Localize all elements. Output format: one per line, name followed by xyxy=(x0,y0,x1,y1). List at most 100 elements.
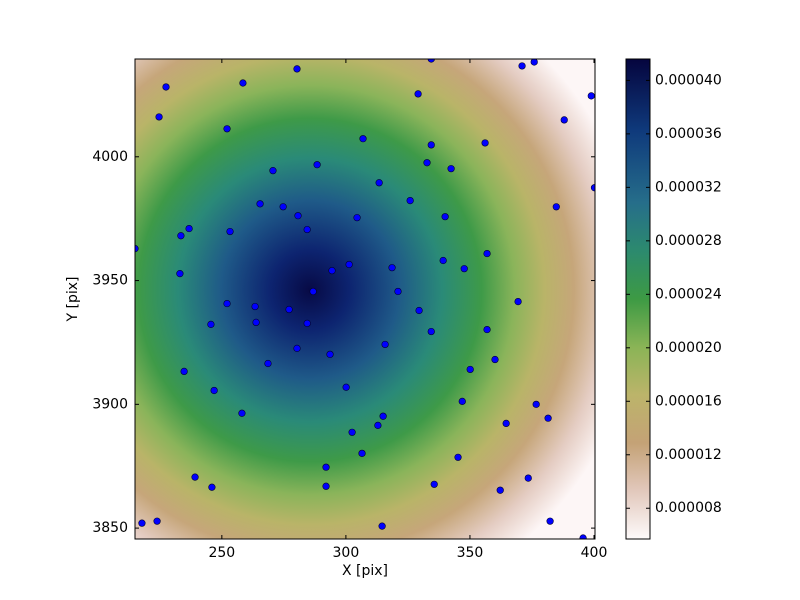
point xyxy=(226,227,234,236)
colorbar xyxy=(625,58,651,540)
point xyxy=(239,79,247,87)
y-tick-label: 4000 xyxy=(92,149,128,165)
point xyxy=(223,125,231,133)
colorbar-tick-label: 0.000016 xyxy=(655,393,722,409)
colorbar-tick-label: 0.000020 xyxy=(655,340,722,356)
point xyxy=(579,534,587,539)
point xyxy=(388,264,396,272)
y-axis-label: Y [pix] xyxy=(65,277,81,323)
x-tick-label: 300 xyxy=(333,545,360,561)
point xyxy=(348,428,356,436)
point xyxy=(374,421,382,429)
point xyxy=(353,214,361,222)
point xyxy=(381,340,389,349)
point xyxy=(345,260,353,269)
point xyxy=(483,249,491,258)
point xyxy=(379,412,387,420)
point xyxy=(326,350,334,358)
point xyxy=(191,473,199,481)
point xyxy=(328,267,336,275)
point xyxy=(293,344,301,352)
point xyxy=(359,135,367,143)
y-tick-label: 3850 xyxy=(92,520,128,536)
point xyxy=(322,463,330,471)
point xyxy=(532,400,540,408)
point xyxy=(458,397,466,405)
point xyxy=(162,83,170,91)
point xyxy=(153,517,161,525)
point xyxy=(496,486,504,494)
point xyxy=(269,167,277,175)
point xyxy=(303,319,311,327)
point xyxy=(135,245,139,253)
point xyxy=(587,92,595,100)
point xyxy=(415,306,423,315)
y-tick-label: 3950 xyxy=(92,273,128,289)
point xyxy=(256,200,264,208)
point xyxy=(460,265,468,273)
y-tick-label: 3900 xyxy=(92,396,128,412)
point xyxy=(502,419,510,427)
point xyxy=(483,325,491,334)
x-tick-label: 350 xyxy=(457,545,484,561)
point xyxy=(155,113,163,121)
point xyxy=(414,90,422,98)
point xyxy=(303,225,311,234)
point xyxy=(294,212,302,220)
point xyxy=(358,449,366,457)
point xyxy=(552,203,560,211)
point xyxy=(454,453,462,461)
point xyxy=(210,386,218,395)
heatmap xyxy=(135,59,595,539)
point xyxy=(439,256,447,265)
point xyxy=(264,359,272,368)
point xyxy=(406,196,414,205)
point xyxy=(208,483,216,491)
point xyxy=(252,318,260,326)
point xyxy=(394,287,402,296)
point xyxy=(447,165,455,173)
point xyxy=(466,365,474,374)
x-tick-label: 400 xyxy=(581,545,608,561)
colorbar-tick-label: 0.000036 xyxy=(655,126,722,142)
point xyxy=(313,161,321,169)
point xyxy=(322,482,330,490)
point xyxy=(481,139,489,147)
point xyxy=(546,517,554,525)
point xyxy=(342,383,350,391)
point xyxy=(430,480,438,488)
point xyxy=(441,213,449,221)
point xyxy=(524,474,532,482)
point xyxy=(375,179,383,187)
point xyxy=(176,270,184,278)
point xyxy=(279,203,287,211)
point xyxy=(180,367,188,376)
colorbar-tick-label: 0.000040 xyxy=(655,72,722,88)
point xyxy=(285,305,293,314)
point xyxy=(530,59,538,66)
point xyxy=(251,302,259,311)
point xyxy=(309,287,317,296)
point xyxy=(293,65,301,73)
colorbar-tick-label: 0.000012 xyxy=(655,447,722,463)
colorbar-tick-label: 0.000024 xyxy=(655,286,722,302)
colorbar-tick-label: 0.000032 xyxy=(655,179,722,195)
point xyxy=(223,299,231,308)
point xyxy=(138,519,146,527)
axes-frame xyxy=(134,58,596,540)
point xyxy=(560,116,568,124)
point xyxy=(207,320,215,328)
point xyxy=(177,232,185,240)
point xyxy=(427,327,435,336)
point xyxy=(491,355,499,364)
point xyxy=(185,224,193,233)
colorbar-tick-label: 0.000028 xyxy=(655,233,722,249)
point xyxy=(427,141,435,149)
points xyxy=(135,59,595,539)
x-tick-label: 250 xyxy=(208,545,235,561)
point xyxy=(514,297,522,306)
colorbar-tick-label: 0.000008 xyxy=(655,500,722,516)
point xyxy=(518,62,526,70)
point xyxy=(238,409,246,417)
